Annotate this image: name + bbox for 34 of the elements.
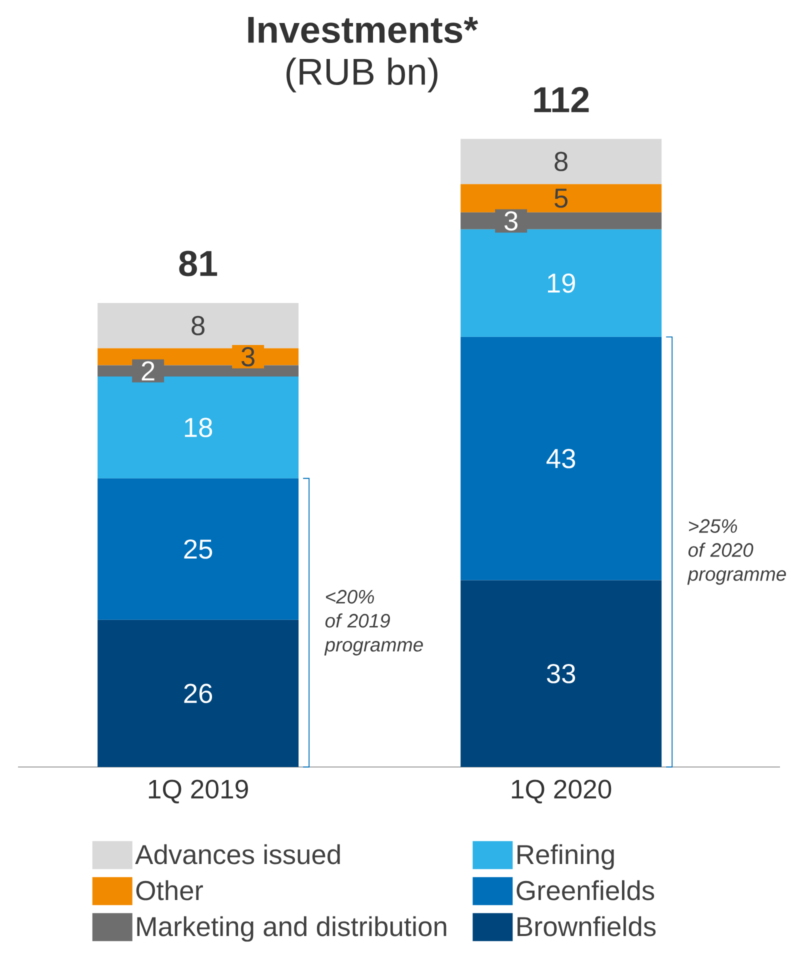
data-label: 25 <box>184 539 212 559</box>
data-label: 5 <box>554 188 568 208</box>
bar <box>98 302 299 348</box>
data-label: 33 <box>546 664 576 684</box>
data-label: 8 <box>554 152 568 172</box>
legend-label: Marketing and distribution <box>137 916 446 942</box>
legend-label: Other <box>136 880 203 900</box>
bar <box>98 478 299 620</box>
chart-title: Investments* <box>248 16 478 44</box>
x-tick-label: 1Q 2019 <box>148 780 248 804</box>
annotation: <20% of 2019 programme <box>324 590 423 656</box>
bar <box>460 138 662 184</box>
data-label: 19 <box>548 273 575 293</box>
legend-label: Brownfields <box>518 916 656 936</box>
data-label: 2 <box>142 361 154 380</box>
bar <box>98 620 299 767</box>
legend-label: Advances issued <box>135 844 340 864</box>
bar <box>460 580 662 767</box>
data-label: 3 <box>504 211 518 231</box>
total-label: 112 <box>534 86 589 112</box>
data-label: 8 <box>192 316 204 336</box>
data-label: 18 <box>184 418 212 438</box>
legend-label: Greenfields <box>516 880 654 900</box>
bar <box>460 336 662 580</box>
annotation: >25% of 2020 programme <box>687 519 786 585</box>
bar <box>460 184 662 212</box>
data-label: 26 <box>184 684 212 704</box>
total-label: 81 <box>179 250 218 276</box>
legend-label: Refining <box>518 844 614 870</box>
data-label: 3 <box>242 347 254 366</box>
chart-subtitle: (RUB bn) <box>286 58 438 92</box>
bar <box>460 229 662 337</box>
x-tick-label: 1Q 2020 <box>512 780 612 804</box>
data-label: 43 <box>546 448 576 468</box>
